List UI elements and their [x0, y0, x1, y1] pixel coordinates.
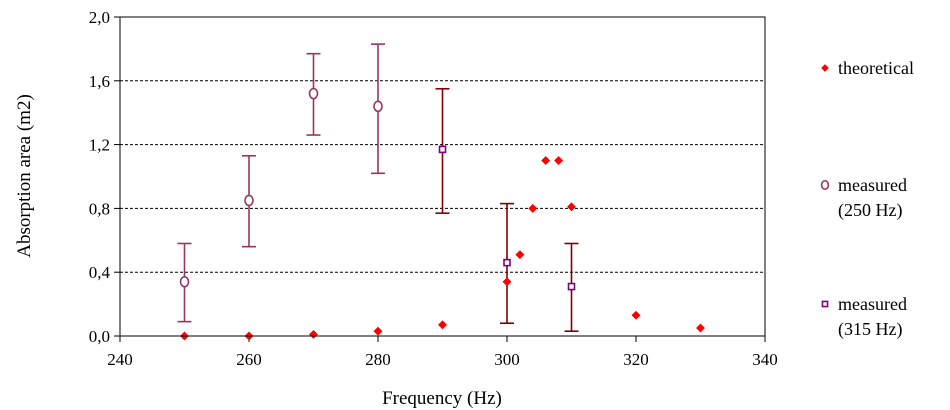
data-point-measured-250 [179, 275, 190, 288]
data-point-theoretical [528, 203, 538, 213]
legend-label: (315 Hz) [838, 319, 902, 340]
x-tick-label: 240 [107, 350, 133, 369]
data-point-measured-315 [821, 300, 829, 308]
data-point-measured-250 [820, 179, 830, 191]
data-point-theoretical [554, 155, 564, 166]
tick-labels: 0,0 0,4 0,8 1,2 1,6 2,0 240 260 280 300 320 340 [89, 8, 778, 369]
data-point-theoretical [695, 323, 706, 333]
x-tick-label: 340 [752, 350, 778, 369]
data-point-theoretical [821, 64, 829, 72]
y-tick-label: 1,2 [89, 136, 110, 155]
data-point-measured-315 [503, 258, 511, 267]
legend: theoretical measured (250 Hz) measured (315 … [820, 58, 914, 340]
data-point-theoretical [566, 202, 577, 212]
legend-label: measured [838, 175, 907, 195]
x-tick-label: 320 [623, 350, 649, 369]
y-tick-label: 0,4 [89, 263, 111, 282]
data-point-theoretical [373, 326, 383, 336]
data-point-theoretical [502, 277, 512, 287]
y-tick-label: 1,6 [89, 72, 110, 91]
plot-area-frame [119, 16, 766, 337]
legend-label: theoretical [838, 58, 914, 78]
y-tick-label: 0,8 [89, 199, 110, 218]
error-bars [177, 43, 579, 333]
data-points [179, 87, 706, 341]
data-point-theoretical [437, 320, 448, 330]
x-tick-label: 280 [365, 350, 391, 369]
data-point-theoretical [541, 155, 551, 166]
x-axis-title: Frequency (Hz) [382, 388, 502, 409]
data-point-measured-250 [373, 100, 383, 113]
data-point-measured-250 [308, 87, 319, 100]
data-point-theoretical [631, 310, 641, 320]
y-tick-label: 2,0 [89, 8, 110, 27]
y-tick-label: 0,0 [89, 327, 110, 346]
y-axis-title: Absorption area (m2) [14, 94, 35, 258]
legend-label: (250 Hz) [838, 200, 902, 221]
axis-ticks [114, 16, 766, 342]
data-point-measured-315 [438, 145, 447, 154]
data-point-theoretical [308, 329, 319, 339]
x-tick-label: 300 [494, 350, 520, 369]
legend-label: measured [838, 294, 907, 314]
data-point-theoretical [515, 250, 525, 260]
data-point-measured-315 [567, 282, 576, 291]
x-tick-label: 260 [236, 350, 262, 369]
data-point-measured-250 [244, 194, 254, 207]
